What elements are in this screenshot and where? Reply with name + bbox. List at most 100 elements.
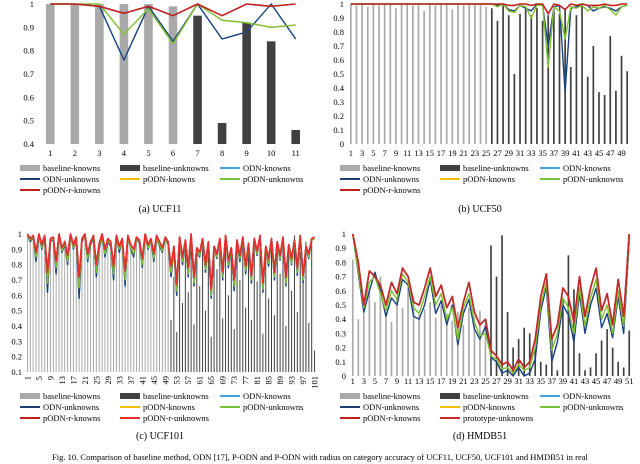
x-tick-label: 10 <box>267 148 276 158</box>
y-tick-label: 0.6 <box>335 286 346 296</box>
bar-baseline-knowns <box>349 4 352 144</box>
bar-baseline-knowns <box>78 280 80 372</box>
legend-label: ODN-unknowns <box>363 174 419 184</box>
x-tick-label: 1 <box>351 376 355 386</box>
x-tick-label: 19 <box>448 376 457 386</box>
y-tick-label: 0.4 <box>333 83 344 93</box>
x-tick-label: 51 <box>625 376 634 386</box>
bar-baseline-knowns <box>445 4 448 144</box>
y-tick-label: 0 <box>342 371 346 381</box>
bar-baseline-knowns <box>70 234 72 372</box>
bar-baseline-unknowns <box>539 361 542 376</box>
bar-baseline-unknowns <box>564 8 566 145</box>
panel-caption: (d) HMDB51 <box>453 431 507 442</box>
y-tick-label: 0.4 <box>23 139 34 149</box>
bar-baseline-unknowns <box>190 235 192 372</box>
bar-baseline-knowns <box>104 250 106 372</box>
bar-baseline-unknowns <box>225 235 227 372</box>
line-pODN-unknowns <box>352 233 630 374</box>
legend-swatch <box>340 165 360 171</box>
bar-baseline-unknowns <box>495 276 498 376</box>
bar-baseline-unknowns <box>170 319 172 372</box>
y-tick-label: 0.9 <box>333 13 344 23</box>
x-tick-label: 11 <box>404 376 412 386</box>
legend-label: baseline-knowns <box>363 391 420 401</box>
x-tick-label: 29 <box>103 376 113 385</box>
bar-baseline-unknowns <box>517 339 520 376</box>
bar-baseline-unknowns <box>176 332 178 372</box>
bar-baseline-unknowns <box>523 327 526 376</box>
bar-baseline-unknowns <box>256 281 258 372</box>
legend-label: pODN-knowns <box>143 174 195 184</box>
bar-baseline-knowns <box>136 237 138 372</box>
x-tick-label: 49 <box>160 376 170 385</box>
bar-baseline-unknowns <box>219 240 221 372</box>
x-tick-label: 5 <box>146 148 150 158</box>
bar-baseline-unknowns <box>606 329 608 376</box>
bar-baseline-unknowns <box>204 310 206 372</box>
bar-baseline-unknowns <box>626 71 629 144</box>
x-tick-label: 85 <box>264 376 274 385</box>
bar-baseline-unknowns <box>291 130 301 144</box>
x-tick-label: 45 <box>149 376 159 385</box>
bar-baseline-knowns <box>406 4 409 144</box>
bar-baseline-knowns <box>361 4 363 144</box>
x-tick-label: 1 <box>349 148 353 158</box>
bar-baseline-unknowns <box>592 46 595 144</box>
bar-baseline-knowns <box>144 234 146 372</box>
bar-baseline-unknowns <box>620 55 623 144</box>
x-tick-label: 69 <box>218 376 228 385</box>
bar-baseline-knowns <box>29 241 31 372</box>
legend-swatch <box>20 165 40 171</box>
y-tick-label: 0.8 <box>23 46 34 56</box>
bar-baseline-knowns <box>49 241 51 372</box>
bar-baseline-unknowns <box>501 235 503 376</box>
bar-baseline-unknowns <box>622 367 625 376</box>
x-tick-label: 9 <box>395 376 399 386</box>
x-tick-label: 25 <box>482 148 491 158</box>
x-tick-label: 33 <box>114 376 124 385</box>
bar-baseline-knowns <box>95 267 97 372</box>
bar-baseline-knowns <box>127 235 129 372</box>
bar-baseline-unknowns <box>239 280 241 372</box>
x-tick-label: 1 <box>48 148 52 158</box>
bar-baseline-knowns <box>141 258 143 372</box>
bar-baseline-unknowns <box>562 297 564 376</box>
bar-baseline-knowns <box>98 244 100 372</box>
bar-baseline-unknowns <box>513 74 516 144</box>
bar-baseline-unknowns <box>213 249 215 372</box>
x-tick-label: 13 <box>57 376 67 385</box>
bar-baseline-unknowns <box>250 319 252 372</box>
x-tick-label: 81 <box>252 376 262 385</box>
legend-label: pODN-unknowns <box>243 402 303 412</box>
bar-baseline-knowns <box>95 4 104 144</box>
bar-baseline-knowns <box>462 324 465 376</box>
x-tick-label: 13 <box>414 148 423 158</box>
y-tick-label: 1 <box>30 0 34 9</box>
bar-baseline-knowns <box>445 313 448 376</box>
bar-baseline-knowns <box>164 237 166 372</box>
legend-label: baseline-knowns <box>363 163 420 173</box>
y-tick-label: 0.2 <box>11 352 22 362</box>
bar-baseline-knowns <box>378 5 380 145</box>
chart-ucf101: 10.90.80.70.60.50.40.30.20.11 5 9 13 17 21 25 2… <box>11 229 319 442</box>
y-tick-label: 0.1 <box>335 357 346 367</box>
x-tick-label: 31 <box>516 148 525 158</box>
bar-baseline-unknowns <box>490 245 492 376</box>
line-pODN-unknowns <box>350 3 628 68</box>
bar-baseline-knowns <box>52 238 54 372</box>
bar-baseline-knowns <box>396 297 398 376</box>
x-tick-label: 5 <box>34 376 44 380</box>
bar-baseline-knowns <box>130 244 132 372</box>
bar-baseline-knowns <box>124 272 126 372</box>
legend-swatch <box>120 393 140 399</box>
y-tick-label: 0.6 <box>333 55 344 65</box>
legend-swatch <box>20 393 40 399</box>
bar-baseline-knowns <box>167 241 169 372</box>
bar-baseline-unknowns <box>202 238 204 372</box>
bar-baseline-unknowns <box>589 367 592 376</box>
bar-baseline-unknowns <box>541 20 544 144</box>
bar-baseline-knowns <box>385 312 387 376</box>
bar-baseline-knowns <box>72 246 74 372</box>
bar-baseline-knowns <box>45 4 55 144</box>
